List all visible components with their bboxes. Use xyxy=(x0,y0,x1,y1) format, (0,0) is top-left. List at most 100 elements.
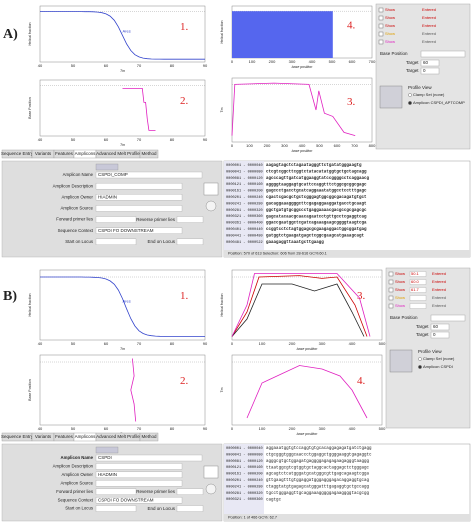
y-axis-label: Base Position xyxy=(28,97,32,118)
checkbox[interactable] xyxy=(378,39,384,45)
curve xyxy=(231,273,371,337)
dropdown[interactable] xyxy=(420,59,440,67)
checkbox[interactable] xyxy=(388,295,394,301)
dropdown[interactable] xyxy=(430,323,450,331)
nav-pad[interactable] xyxy=(379,85,403,109)
input[interactable] xyxy=(95,216,137,223)
x-axis-label: Tm xyxy=(120,69,125,73)
input[interactable] xyxy=(95,480,183,487)
sequence-index xyxy=(224,161,264,250)
input[interactable] xyxy=(95,463,183,470)
status-text: Position: 1 of 466 GC%: 62.7 xyxy=(228,516,277,520)
form-label: Amplicon Source xyxy=(61,206,94,211)
form-value: HIADMIN xyxy=(98,194,117,199)
radio-label: Amplicon CSPDI xyxy=(423,364,453,369)
checkbox[interactable] xyxy=(388,271,394,277)
sequence-range: 0000201 - 0000240 xyxy=(226,196,263,200)
icon-button[interactable] xyxy=(205,483,217,495)
checkbox[interactable] xyxy=(378,7,384,13)
x-tick-label: 300 xyxy=(281,143,288,148)
input[interactable] xyxy=(176,216,204,223)
tab-label: Sequence Entry xyxy=(1,151,34,156)
state-label: Entered xyxy=(432,271,446,276)
radio[interactable] xyxy=(408,93,412,97)
state-label: Entered xyxy=(422,23,436,28)
input[interactable] xyxy=(95,496,183,504)
form-label: Reverse primer lies xyxy=(136,217,176,222)
plot-number: 3. xyxy=(347,96,356,108)
form-value: CSPDI FO DOWNSTREAM xyxy=(98,497,154,502)
sequence-range: 0000281 - 0000320 xyxy=(226,492,263,496)
form-value: HIADMIN xyxy=(98,472,117,477)
sequence: gagcatacaacgcaacagaatcctgttgcctcgaggtcag xyxy=(266,215,367,219)
x-tick-label: 100 xyxy=(249,59,256,64)
state-label: Entered xyxy=(432,295,446,300)
checkbox[interactable] xyxy=(378,31,384,37)
sequence-range: 0000161 - 0000200 xyxy=(226,190,263,194)
form-label: Amplicon Description xyxy=(53,183,94,188)
x-tick-label: 700 xyxy=(369,59,376,64)
state-label: Entered xyxy=(432,303,446,308)
dropdown-value: 0 xyxy=(433,332,436,337)
tab[interactable] xyxy=(139,149,159,159)
toolbar[interactable] xyxy=(95,446,119,454)
input[interactable] xyxy=(95,194,183,201)
status-text: Position: 570 of 613 Selection: 606 from… xyxy=(228,252,327,256)
sequence-range: 0000281 - 0000320 xyxy=(226,209,263,213)
radio[interactable] xyxy=(408,101,412,105)
x-tick-label: 40 xyxy=(38,63,43,68)
sequence: ggaccgaatggctcgatcagaaagaagcggggtaagtcga xyxy=(266,222,367,226)
checkbox[interactable] xyxy=(388,279,394,285)
sequence-range: 0000321 - 0000360 xyxy=(226,215,263,219)
state-label: Entered xyxy=(422,39,436,44)
input[interactable] xyxy=(176,505,204,512)
curve xyxy=(246,365,368,419)
sequence-range: 0000121 - 0000160 xyxy=(226,466,263,470)
input[interactable] xyxy=(95,205,183,212)
dropdown[interactable] xyxy=(430,331,450,339)
checkbox[interactable] xyxy=(378,23,384,29)
input[interactable] xyxy=(95,505,137,512)
input[interactable] xyxy=(95,182,183,190)
radio[interactable] xyxy=(418,357,422,361)
tab-label: Advanced Melt Profile xyxy=(96,434,140,439)
checkbox[interactable] xyxy=(388,303,394,309)
sequence-panel xyxy=(223,160,471,258)
radio[interactable] xyxy=(418,365,422,369)
sequence-range: 0000121 - 0000160 xyxy=(226,183,263,187)
plot-number: 2. xyxy=(180,375,189,387)
icon-button[interactable] xyxy=(205,200,217,212)
y-axis-label: Helical fraction xyxy=(28,22,32,45)
field-label: Profile View xyxy=(408,85,432,90)
icon-button[interactable] xyxy=(203,182,219,196)
sequence: agggcgtgctggagatgaggggagagagaagagggtaagg… xyxy=(266,460,370,464)
input[interactable] xyxy=(95,238,137,246)
sequence: gatggtctgaagatgagctcggcgaagcatgaaagcagt xyxy=(266,235,364,239)
x-tick-label: 60 xyxy=(104,341,109,346)
sequence-range: 0000321 - 0000360 xyxy=(226,498,263,502)
tab[interactable] xyxy=(139,432,159,442)
input[interactable] xyxy=(176,488,204,495)
sequence-range: 0000241 - 0000280 xyxy=(226,485,263,489)
nav-pad[interactable] xyxy=(389,349,413,373)
input[interactable] xyxy=(95,454,203,462)
sequence: ttaatggcgtcgtggtgctaggcactaggagctctgggag… xyxy=(266,466,370,470)
input[interactable] xyxy=(420,50,466,58)
input[interactable] xyxy=(95,171,203,179)
input[interactable] xyxy=(176,238,204,246)
form-label: Sequence Context xyxy=(58,497,94,502)
icon-button[interactable] xyxy=(203,465,219,479)
x-tick-label: 40 xyxy=(38,137,43,142)
input[interactable] xyxy=(95,471,183,479)
checkbox[interactable] xyxy=(388,287,394,293)
input[interactable] xyxy=(430,314,466,322)
x-tick-label: 600 xyxy=(334,143,341,148)
y-axis-label: Base Position xyxy=(28,379,32,400)
toolbar[interactable] xyxy=(95,163,119,171)
sequence: aggaaatggtgtccaggtgtgcacaggagagatgatctga… xyxy=(266,447,372,451)
dropdown[interactable] xyxy=(420,67,440,75)
x-axis-label: base position xyxy=(297,432,318,436)
input[interactable] xyxy=(95,488,137,495)
checkbox[interactable] xyxy=(378,15,384,21)
input[interactable] xyxy=(95,227,183,234)
